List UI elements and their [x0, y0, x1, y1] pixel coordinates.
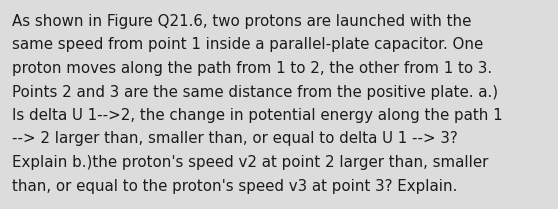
Text: proton moves along the path from 1 to 2, the other from 1 to 3.: proton moves along the path from 1 to 2,… — [12, 61, 492, 76]
Text: As shown in Figure Q21.6, two protons are launched with the: As shown in Figure Q21.6, two protons ar… — [12, 14, 472, 29]
Text: --> 2 larger than, smaller than, or equal to delta U 1 --> 3?: --> 2 larger than, smaller than, or equa… — [12, 131, 458, 147]
Text: than, or equal to the proton's speed v3 at point 3? Explain.: than, or equal to the proton's speed v3 … — [12, 178, 458, 194]
Text: Is delta U 1-->2, the change in potential energy along the path 1: Is delta U 1-->2, the change in potentia… — [12, 108, 503, 123]
Text: Points 2 and 3 are the same distance from the positive plate. a.): Points 2 and 3 are the same distance fro… — [12, 84, 498, 99]
Text: Explain b.)the proton's speed v2 at point 2 larger than, smaller: Explain b.)the proton's speed v2 at poin… — [12, 155, 488, 170]
Text: same speed from point 1 inside a parallel-plate capacitor. One: same speed from point 1 inside a paralle… — [12, 37, 483, 52]
